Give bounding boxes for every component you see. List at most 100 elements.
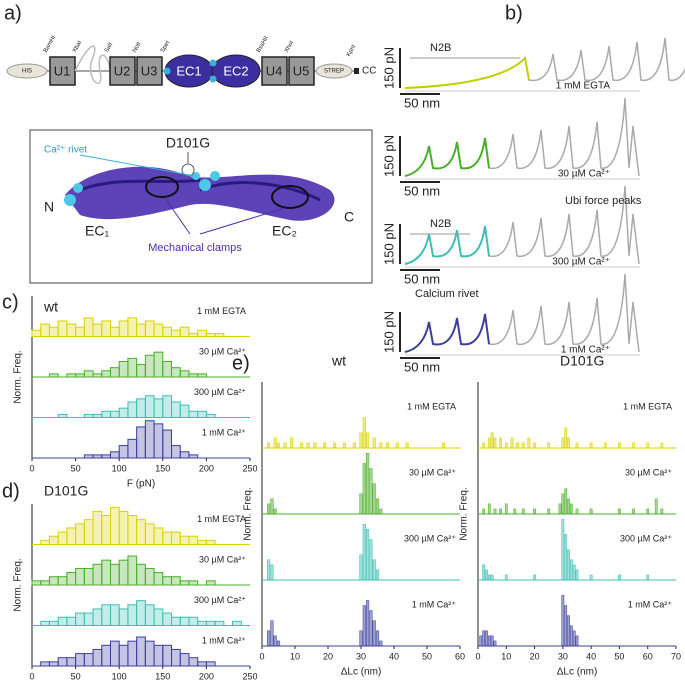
x-tick-label: 60 [643,651,653,661]
bar [527,437,531,449]
bar [558,503,562,515]
x-tick-label: 100 [112,671,127,681]
bar [153,644,164,667]
bar [499,437,503,449]
bar [40,539,50,545]
bar [144,354,155,378]
bar [504,442,508,449]
bar [359,493,363,515]
x-tick-label: 20 [530,651,540,661]
bar [359,554,363,581]
bar [101,454,111,459]
bar [92,323,103,337]
bar [118,360,129,378]
bar [162,644,173,667]
bar [118,407,129,418]
panel-label: a) [4,2,22,24]
bar [490,574,494,581]
x-tick-label: 20 [323,651,333,661]
bar [276,442,281,449]
bar [101,604,111,626]
annotation: N2B [430,42,451,54]
bar [109,506,120,545]
extension-scale: 50 nm [404,359,440,374]
x-tick-label: 150 [155,671,170,681]
y-axis-label: Norm. Freq. [13,350,24,403]
bar [162,360,173,378]
bar [493,640,497,647]
bar [290,437,294,449]
bar [118,445,129,459]
bar [144,395,155,419]
x-axis-label: ΔLc (nm) [557,667,598,678]
bar [273,437,277,449]
bar [136,519,146,545]
bar [567,615,570,647]
bar [561,437,565,449]
bar [646,574,650,581]
bar [162,326,173,337]
bar [75,326,85,337]
site-label: KpnI [346,44,358,58]
bar [162,395,173,419]
bar [57,413,68,418]
bar [83,370,94,378]
bar [510,437,514,449]
bar [48,661,59,667]
bar [48,326,59,337]
bar [101,559,111,586]
series-label: 30 µM Ca²⁺ [199,346,246,356]
condition-label: 300 µM Ca²⁺ [552,257,610,268]
x-tick-label: 250 [242,671,257,681]
bar [171,576,181,586]
x-tick-label: 50 [71,671,81,681]
site-label: BssHII [256,35,270,54]
bar [92,510,103,546]
bar [487,437,491,449]
bar [372,620,376,647]
bar [153,398,164,418]
chart-title: wt [43,299,58,315]
bar [75,567,85,586]
domain-label: U2 [114,63,131,78]
bar [395,442,399,449]
domain-label: EC1 [176,63,201,78]
condition-label: 1 mM EGTA [556,81,611,92]
bar [372,437,376,449]
bar [179,580,190,586]
bar [57,576,68,586]
bar [197,373,207,378]
bar [109,326,120,337]
protein-structure [64,152,335,235]
bar [118,608,129,627]
bar [127,604,138,626]
site-label: SpeI [160,40,172,54]
bar [267,630,271,647]
bar [144,523,155,545]
bar [127,317,138,337]
bar [232,620,242,626]
bar [101,515,111,546]
bar [482,442,486,449]
bar [487,635,491,647]
extension-scale: 50 nm [404,271,440,286]
bar [162,531,173,546]
bar [188,657,199,667]
bar [197,539,207,545]
bar [197,410,207,419]
bar [504,503,508,515]
x-tick-label: 0 [29,671,34,681]
bar [575,508,579,515]
bar [109,640,120,667]
bar [136,364,146,378]
bar [83,567,94,586]
bar [564,427,568,449]
bar [618,508,621,515]
bar [572,564,576,581]
trace-fit [404,313,490,353]
x-tick-label: 70 [671,651,681,661]
bar [362,524,366,581]
bar [521,508,525,515]
series-label: 300 µM Ca²⁺ [194,595,246,605]
bar [493,437,497,449]
